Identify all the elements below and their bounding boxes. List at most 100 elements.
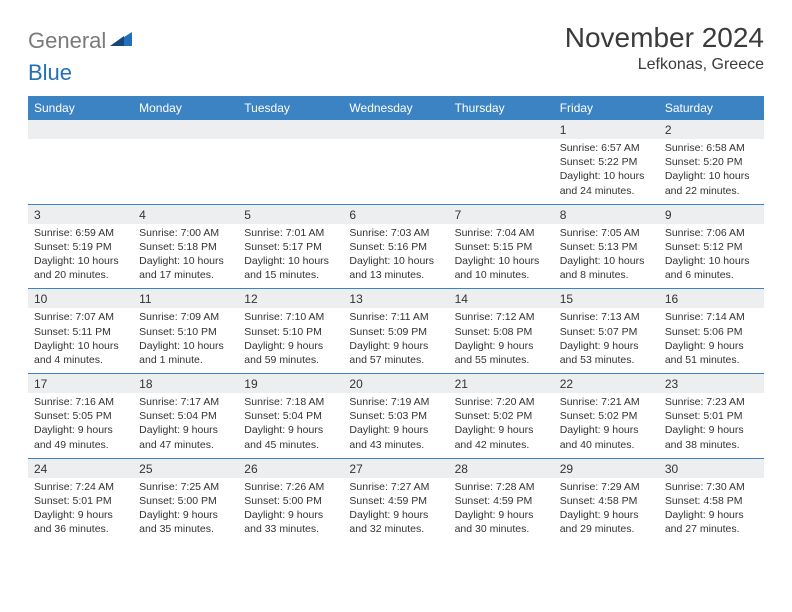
sunset-line: Sunset: 5:02 PM [560, 409, 653, 423]
daylight-line: Daylight: 9 hours and 55 minutes. [455, 339, 548, 367]
sunset-line: Sunset: 5:08 PM [455, 325, 548, 339]
daynum-row: 3456789 [28, 204, 764, 224]
day-number: 20 [349, 377, 362, 391]
sunrise-line: Sunrise: 7:20 AM [455, 395, 548, 409]
sunset-line: Sunset: 5:00 PM [139, 494, 232, 508]
day-number: 19 [244, 377, 257, 391]
daylight-line: Daylight: 9 hours and 53 minutes. [560, 339, 653, 367]
day-number: 17 [34, 377, 47, 391]
daynum-row: 10111213141516 [28, 289, 764, 309]
daylight-line: Daylight: 9 hours and 29 minutes. [560, 508, 653, 536]
sunrise-line: Sunrise: 7:13 AM [560, 310, 653, 324]
daylight-line: Daylight: 10 hours and 10 minutes. [455, 254, 548, 282]
sunrise-line: Sunrise: 7:00 AM [139, 226, 232, 240]
day-detail-cell: Sunrise: 6:59 AMSunset: 5:19 PMDaylight:… [28, 224, 133, 289]
sunset-line: Sunset: 5:05 PM [34, 409, 127, 423]
day-detail-cell: Sunrise: 7:16 AMSunset: 5:05 PMDaylight:… [28, 393, 133, 458]
day-of-week-row: Sunday Monday Tuesday Wednesday Thursday… [28, 96, 764, 120]
day-number: 10 [34, 292, 47, 306]
sunset-line: Sunset: 5:07 PM [560, 325, 653, 339]
daynum-row: 17181920212223 [28, 374, 764, 394]
day-number-cell [449, 120, 554, 139]
logo: General [28, 28, 136, 54]
day-detail-cell [238, 139, 343, 204]
daylight-line: Daylight: 9 hours and 57 minutes. [349, 339, 442, 367]
daylight-line: Daylight: 10 hours and 20 minutes. [34, 254, 127, 282]
day-detail-cell: Sunrise: 7:01 AMSunset: 5:17 PMDaylight:… [238, 224, 343, 289]
day-detail-cell: Sunrise: 7:26 AMSunset: 5:00 PMDaylight:… [238, 478, 343, 543]
day-detail-cell [28, 139, 133, 204]
day-detail-cell: Sunrise: 7:04 AMSunset: 5:15 PMDaylight:… [449, 224, 554, 289]
day-number-cell: 19 [238, 374, 343, 394]
day-number-cell: 5 [238, 204, 343, 224]
day-number-cell: 21 [449, 374, 554, 394]
sunset-line: Sunset: 4:59 PM [349, 494, 442, 508]
sunrise-line: Sunrise: 7:21 AM [560, 395, 653, 409]
day-number-cell: 13 [343, 289, 448, 309]
daylight-line: Daylight: 9 hours and 27 minutes. [665, 508, 758, 536]
sunrise-line: Sunrise: 7:30 AM [665, 480, 758, 494]
sunrise-line: Sunrise: 7:12 AM [455, 310, 548, 324]
day-number-cell: 6 [343, 204, 448, 224]
day-number-cell: 17 [28, 374, 133, 394]
sunset-line: Sunset: 5:03 PM [349, 409, 442, 423]
detail-row: Sunrise: 7:16 AMSunset: 5:05 PMDaylight:… [28, 393, 764, 458]
sunrise-line: Sunrise: 7:16 AM [34, 395, 127, 409]
sunrise-line: Sunrise: 7:27 AM [349, 480, 442, 494]
day-number-cell: 8 [554, 204, 659, 224]
daylight-line: Daylight: 10 hours and 17 minutes. [139, 254, 232, 282]
day-number-cell [238, 120, 343, 139]
daynum-row: 12 [28, 120, 764, 139]
day-number-cell: 29 [554, 458, 659, 478]
day-number-cell: 2 [659, 120, 764, 139]
day-number: 30 [665, 462, 678, 476]
daylight-line: Daylight: 9 hours and 59 minutes. [244, 339, 337, 367]
calendar-table: Sunday Monday Tuesday Wednesday Thursday… [28, 96, 764, 542]
day-number-cell: 10 [28, 289, 133, 309]
day-number-cell: 18 [133, 374, 238, 394]
day-number: 5 [244, 208, 251, 222]
sunset-line: Sunset: 5:16 PM [349, 240, 442, 254]
day-number-cell: 11 [133, 289, 238, 309]
sunset-line: Sunset: 5:04 PM [139, 409, 232, 423]
daylight-line: Daylight: 9 hours and 33 minutes. [244, 508, 337, 536]
daynum-row: 24252627282930 [28, 458, 764, 478]
daylight-line: Daylight: 10 hours and 6 minutes. [665, 254, 758, 282]
day-number-cell: 12 [238, 289, 343, 309]
daylight-line: Daylight: 10 hours and 15 minutes. [244, 254, 337, 282]
detail-row: Sunrise: 6:57 AMSunset: 5:22 PMDaylight:… [28, 139, 764, 204]
day-number: 16 [665, 292, 678, 306]
day-detail-cell: Sunrise: 7:18 AMSunset: 5:04 PMDaylight:… [238, 393, 343, 458]
day-detail-cell: Sunrise: 7:13 AMSunset: 5:07 PMDaylight:… [554, 308, 659, 373]
sunrise-line: Sunrise: 7:01 AM [244, 226, 337, 240]
day-number: 9 [665, 208, 672, 222]
day-detail-cell: Sunrise: 7:30 AMSunset: 4:58 PMDaylight:… [659, 478, 764, 543]
sunrise-line: Sunrise: 7:23 AM [665, 395, 758, 409]
detail-row: Sunrise: 6:59 AMSunset: 5:19 PMDaylight:… [28, 224, 764, 289]
dow-sun: Sunday [28, 96, 133, 120]
day-number-cell: 15 [554, 289, 659, 309]
sunrise-line: Sunrise: 7:24 AM [34, 480, 127, 494]
day-number-cell: 24 [28, 458, 133, 478]
day-detail-cell: Sunrise: 7:06 AMSunset: 5:12 PMDaylight:… [659, 224, 764, 289]
day-number: 13 [349, 292, 362, 306]
day-number: 11 [139, 292, 151, 306]
daylight-line: Daylight: 10 hours and 13 minutes. [349, 254, 442, 282]
daylight-line: Daylight: 10 hours and 1 minute. [139, 339, 232, 367]
day-detail-cell: Sunrise: 7:23 AMSunset: 5:01 PMDaylight:… [659, 393, 764, 458]
dow-mon: Monday [133, 96, 238, 120]
logo-text-blue: Blue [28, 60, 72, 86]
sunrise-line: Sunrise: 7:25 AM [139, 480, 232, 494]
day-detail-cell [449, 139, 554, 204]
day-detail-cell: Sunrise: 7:09 AMSunset: 5:10 PMDaylight:… [133, 308, 238, 373]
day-number: 26 [244, 462, 257, 476]
day-detail-cell: Sunrise: 7:12 AMSunset: 5:08 PMDaylight:… [449, 308, 554, 373]
day-detail-cell: Sunrise: 6:58 AMSunset: 5:20 PMDaylight:… [659, 139, 764, 204]
sunrise-line: Sunrise: 7:05 AM [560, 226, 653, 240]
day-detail-cell: Sunrise: 7:28 AMSunset: 4:59 PMDaylight:… [449, 478, 554, 543]
day-number: 22 [560, 377, 573, 391]
sunrise-line: Sunrise: 7:17 AM [139, 395, 232, 409]
sunset-line: Sunset: 5:09 PM [349, 325, 442, 339]
sunset-line: Sunset: 4:59 PM [455, 494, 548, 508]
sunrise-line: Sunrise: 6:58 AM [665, 141, 758, 155]
